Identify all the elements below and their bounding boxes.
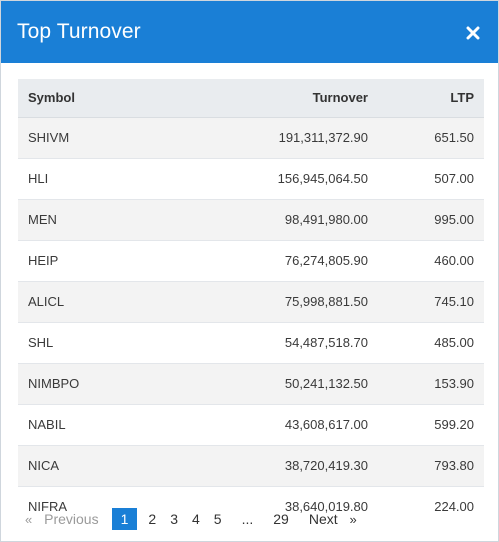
cell-ltp: 224.00 (369, 485, 484, 527)
cell-ltp: 153.90 (369, 362, 484, 404)
cell-symbol: NIMBPO (18, 362, 179, 404)
cell-ltp: 599.20 (369, 403, 484, 445)
previous-arrow-icon: « (25, 512, 33, 527)
close-button[interactable] (462, 22, 484, 44)
cell-ltp: 745.10 (369, 280, 484, 322)
column-header-ltp[interactable]: LTP (369, 79, 484, 118)
page-button-4[interactable]: 4 (191, 511, 200, 527)
modal-title: Top Turnover (17, 20, 141, 43)
cell-symbol: SHIVM (18, 116, 179, 158)
next-label: Next (308, 511, 338, 527)
table-row: NICA 38,720,419.30 793.80 (18, 444, 484, 486)
table-row: HLI 156,945,064.50 507.00 (18, 157, 484, 199)
table-row: NIMBPO 50,241,132.50 153.90 (18, 362, 484, 404)
cell-ltp: 651.50 (369, 116, 484, 158)
table-row: SHIVM 191,311,372.90 651.50 (18, 116, 484, 158)
cell-symbol: ALICL (18, 280, 179, 322)
cell-turnover: 191,311,372.90 (179, 116, 369, 158)
cell-turnover: 43,608,617.00 (179, 403, 369, 445)
cell-turnover: 98,491,980.00 (179, 198, 369, 240)
cell-ltp: 485.00 (369, 321, 484, 363)
next-arrow-icon: » (349, 512, 357, 527)
turnover-table: Symbol Turnover LTP SHIVM 191,311,372.90… (18, 79, 484, 527)
cell-turnover: 38,720,419.30 (179, 444, 369, 486)
turnover-table-container: Symbol Turnover LTP SHIVM 191,311,372.90… (18, 79, 484, 527)
cell-ltp: 507.00 (369, 157, 484, 199)
cell-ltp: 995.00 (369, 198, 484, 240)
table-header-row: Symbol Turnover LTP (18, 79, 484, 118)
cell-turnover: 50,241,132.50 (179, 362, 369, 404)
cell-symbol: HEIP (18, 239, 179, 281)
cell-turnover: 38,640,019.80 (179, 485, 369, 527)
close-icon (466, 26, 480, 40)
cell-turnover: 75,998,881.50 (179, 280, 369, 322)
cell-turnover: 156,945,064.50 (179, 157, 369, 199)
table-row: NABIL 43,608,617.00 599.20 (18, 403, 484, 445)
table-row: ALICL 75,998,881.50 745.10 (18, 280, 484, 322)
page-button-29[interactable]: 29 (273, 511, 289, 527)
pagination-ellipsis: ... (241, 511, 254, 527)
cell-symbol: SHL (18, 321, 179, 363)
previous-page-button[interactable]: « Previous (25, 508, 106, 530)
cell-ltp: 793.80 (369, 444, 484, 486)
table-row: MEN 98,491,980.00 995.00 (18, 198, 484, 240)
previous-label: Previous (44, 511, 99, 527)
column-header-symbol[interactable]: Symbol (18, 79, 179, 118)
pagination: « Previous 1 2 3 4 5 ... 29 Next » (25, 508, 364, 530)
table-row: SHL 54,487,518.70 485.00 (18, 321, 484, 363)
cell-turnover: 76,274,805.90 (179, 239, 369, 281)
cell-symbol: NIFRA (18, 485, 179, 527)
cell-symbol: NABIL (18, 403, 179, 445)
cell-symbol: NICA (18, 444, 179, 486)
page-button-2[interactable]: 2 (148, 511, 157, 527)
page-button-1[interactable]: 1 (111, 508, 138, 530)
cell-symbol: MEN (18, 198, 179, 240)
modal-header: Top Turnover (1, 1, 498, 63)
page-button-5[interactable]: 5 (213, 511, 222, 527)
cell-ltp: 460.00 (369, 239, 484, 281)
page-button-3[interactable]: 3 (170, 511, 178, 527)
cell-turnover: 54,487,518.70 (179, 321, 369, 363)
table-row: HEIP 76,274,805.90 460.00 (18, 239, 484, 281)
column-header-turnover[interactable]: Turnover (179, 79, 369, 118)
next-page-button[interactable]: Next » (302, 508, 364, 530)
table-row: NIFRA 38,640,019.80 224.00 (18, 485, 484, 527)
cell-symbol: HLI (18, 157, 179, 199)
